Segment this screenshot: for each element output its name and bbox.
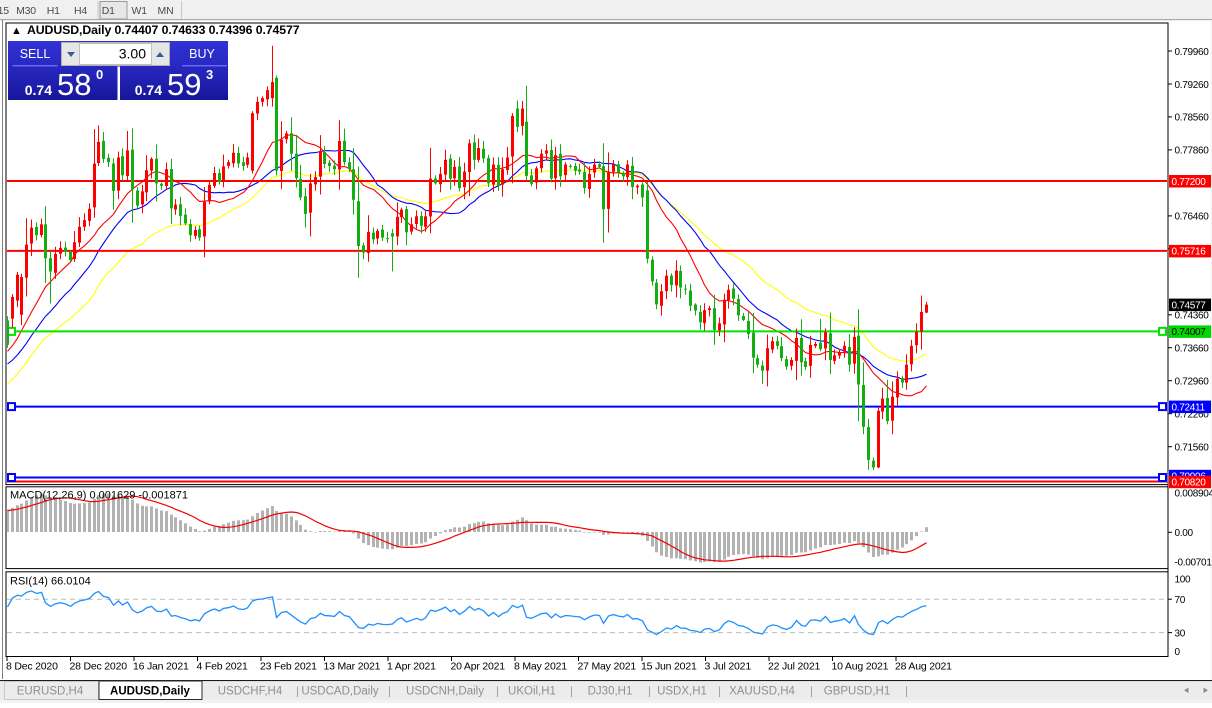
svg-text:0.79260: 0.79260 [1175, 80, 1210, 91]
svg-text:0.77200: 0.77200 [1172, 177, 1207, 188]
svg-text:SELL: SELL [20, 47, 51, 61]
svg-text:0: 0 [96, 67, 103, 82]
svg-text:0.74: 0.74 [25, 82, 52, 98]
svg-text:28 Aug 2021: 28 Aug 2021 [895, 661, 952, 673]
svg-text:0.72960: 0.72960 [1175, 377, 1210, 388]
svg-text:MACD(12,26,9) 0.001629 -0.0018: MACD(12,26,9) 0.001629 -0.001871 [10, 489, 188, 501]
svg-text:▲: ▲ [11, 25, 22, 37]
svg-text:0: 0 [1175, 647, 1181, 658]
svg-text:8 May 2021: 8 May 2021 [514, 661, 567, 673]
svg-text:AUDUSD,Daily: AUDUSD,Daily [110, 686, 190, 698]
svg-text:0.78560: 0.78560 [1175, 113, 1210, 124]
svg-text:USDX,H1: USDX,H1 [657, 686, 707, 698]
svg-text:0.70820: 0.70820 [1172, 478, 1207, 489]
svg-text:H1: H1 [47, 5, 60, 17]
svg-text:16 Jan 2021: 16 Jan 2021 [133, 661, 189, 673]
svg-text:USDCNH,Daily: USDCNH,Daily [406, 686, 484, 698]
svg-text:58: 58 [57, 67, 91, 102]
svg-text:0.79960: 0.79960 [1175, 47, 1210, 58]
svg-text:4 Feb 2021: 4 Feb 2021 [197, 661, 248, 673]
svg-text:DJ30,H1: DJ30,H1 [588, 686, 633, 698]
svg-text:0.75716: 0.75716 [1172, 247, 1207, 258]
svg-text:3: 3 [206, 67, 213, 82]
svg-text:-0.007013: -0.007013 [1175, 557, 1212, 568]
svg-text:59: 59 [167, 67, 201, 102]
svg-text:100: 100 [1175, 574, 1192, 585]
svg-text:|: | [905, 686, 908, 698]
svg-text:13 Mar 2021: 13 Mar 2021 [324, 661, 381, 673]
svg-text:3.00: 3.00 [119, 46, 146, 62]
svg-text:0.74: 0.74 [135, 82, 162, 98]
svg-text:0.72411: 0.72411 [1172, 402, 1206, 413]
svg-text:0.00: 0.00 [1175, 528, 1194, 539]
svg-text:MN: MN [158, 5, 174, 17]
svg-text:GBPUSD,H1: GBPUSD,H1 [824, 686, 890, 698]
svg-text:RSI(14) 66.0104: RSI(14) 66.0104 [10, 575, 91, 587]
svg-text:XAUUSD,H4: XAUUSD,H4 [729, 686, 795, 698]
svg-text:H4: H4 [74, 5, 87, 17]
svg-text:70: 70 [1175, 595, 1186, 606]
svg-text:BUY: BUY [189, 47, 215, 61]
svg-text:|: | [810, 686, 813, 698]
svg-text:15 Jun 2021: 15 Jun 2021 [641, 661, 697, 673]
svg-text:28 Dec 2020: 28 Dec 2020 [70, 661, 128, 673]
svg-text:0.73660: 0.73660 [1175, 344, 1210, 355]
svg-text:30: 30 [1175, 628, 1186, 639]
svg-text:|: | [570, 686, 573, 698]
svg-text:USDCAD,Daily: USDCAD,Daily [301, 686, 379, 698]
svg-text:0.008904: 0.008904 [1175, 488, 1212, 499]
svg-text:0.71560: 0.71560 [1175, 443, 1210, 454]
svg-text:8 Dec 2020: 8 Dec 2020 [6, 661, 58, 673]
svg-text:22 Jul 2021: 22 Jul 2021 [768, 661, 820, 673]
svg-text:|: | [648, 686, 651, 698]
svg-text:USDCHF,H4: USDCHF,H4 [218, 686, 283, 698]
svg-text:|: | [496, 686, 499, 698]
svg-text:|: | [718, 686, 721, 698]
svg-text:23 Feb 2021: 23 Feb 2021 [260, 661, 317, 673]
svg-text:27 May 2021: 27 May 2021 [578, 661, 637, 673]
svg-text:W1: W1 [132, 5, 148, 17]
svg-text:0.74007: 0.74007 [1172, 327, 1207, 338]
svg-text:0.74360: 0.74360 [1175, 311, 1210, 322]
svg-text:1 Apr 2021: 1 Apr 2021 [387, 661, 436, 673]
svg-text:UKOil,H1: UKOil,H1 [508, 686, 556, 698]
svg-text:M30: M30 [16, 5, 36, 17]
svg-text:M15: M15 [0, 5, 9, 17]
svg-text:EURUSD,H4: EURUSD,H4 [17, 686, 84, 698]
svg-text:20 Apr 2021: 20 Apr 2021 [451, 661, 506, 673]
svg-text:0.74577: 0.74577 [1172, 300, 1207, 311]
svg-text:|: | [296, 686, 299, 698]
svg-text:|: | [388, 686, 391, 698]
svg-text:D1: D1 [102, 5, 115, 17]
svg-text:0.76460: 0.76460 [1175, 212, 1210, 223]
svg-text:0.77860: 0.77860 [1175, 146, 1210, 157]
svg-text:3 Jul 2021: 3 Jul 2021 [705, 661, 752, 673]
svg-text:10 Aug 2021: 10 Aug 2021 [832, 661, 889, 673]
svg-text:AUDUSD,Daily 0.74407 0.74633: AUDUSD,Daily 0.74407 0.74633 0.74396 0.7… [27, 23, 300, 37]
